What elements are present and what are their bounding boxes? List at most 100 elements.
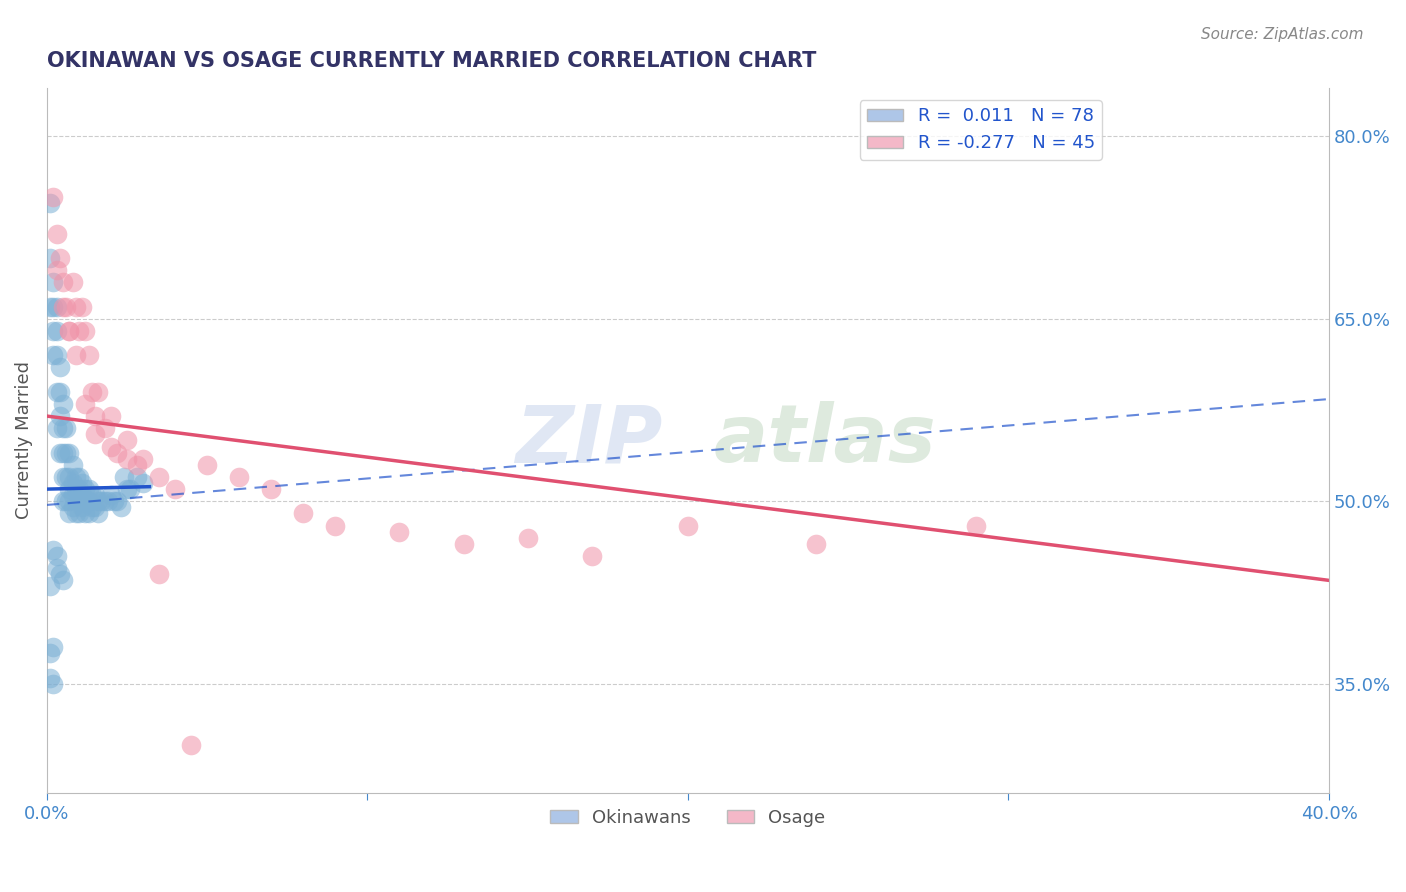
- Point: [45, 549, 67, 563]
- Point: [180, 738, 202, 752]
- Point: [90, 494, 112, 508]
- Point: [70, 488, 93, 502]
- Point: [42, 275, 65, 289]
- Point: [62, 476, 84, 491]
- Point: [100, 488, 122, 502]
- Point: [55, 421, 77, 435]
- Point: [48, 445, 70, 459]
- Point: [55, 300, 77, 314]
- Point: [75, 482, 97, 496]
- Point: [55, 494, 77, 508]
- Point: [62, 458, 84, 472]
- Point: [148, 567, 170, 582]
- Point: [115, 451, 138, 466]
- Text: Source: ZipAtlas.com: Source: ZipAtlas.com: [1201, 27, 1364, 42]
- Point: [292, 507, 315, 521]
- Point: [48, 251, 70, 265]
- Point: [58, 507, 80, 521]
- Point: [52, 470, 75, 484]
- Point: [110, 500, 132, 515]
- Point: [39, 251, 62, 265]
- Point: [107, 494, 129, 508]
- Point: [42, 640, 65, 655]
- Point: [45, 263, 67, 277]
- Point: [65, 507, 87, 521]
- Point: [93, 421, 115, 435]
- Point: [165, 482, 187, 496]
- Point: [58, 470, 80, 484]
- Point: [75, 507, 97, 521]
- Point: [75, 397, 97, 411]
- Text: OKINAWAN VS OSAGE CURRENTLY MARRIED CORRELATION CHART: OKINAWAN VS OSAGE CURRENTLY MARRIED CORR…: [46, 51, 817, 70]
- Point: [132, 451, 155, 466]
- Point: [132, 476, 155, 491]
- Text: ZIP: ZIP: [515, 401, 662, 479]
- Point: [453, 537, 475, 551]
- Point: [77, 482, 100, 496]
- Point: [58, 445, 80, 459]
- Point: [45, 421, 67, 435]
- Point: [55, 445, 77, 459]
- Point: [115, 482, 138, 496]
- Point: [84, 500, 107, 515]
- Point: [77, 494, 100, 508]
- Point: [75, 324, 97, 338]
- Point: [42, 677, 65, 691]
- Point: [804, 537, 827, 551]
- Point: [80, 488, 103, 502]
- Point: [45, 227, 67, 241]
- Point: [42, 348, 65, 362]
- Point: [965, 518, 987, 533]
- Point: [52, 494, 75, 508]
- Point: [39, 196, 62, 211]
- Point: [45, 300, 67, 314]
- Point: [676, 518, 699, 533]
- Point: [48, 384, 70, 399]
- Point: [58, 324, 80, 338]
- Point: [100, 409, 122, 423]
- Point: [52, 300, 75, 314]
- Point: [52, 574, 75, 588]
- Point: [39, 647, 62, 661]
- Point: [42, 324, 65, 338]
- Point: [325, 518, 347, 533]
- Point: [58, 494, 80, 508]
- Point: [45, 348, 67, 362]
- Point: [70, 476, 93, 491]
- Legend: Okinawans, Osage: Okinawans, Osage: [543, 801, 832, 834]
- Point: [58, 324, 80, 338]
- Point: [75, 494, 97, 508]
- Point: [87, 384, 110, 399]
- Point: [45, 384, 67, 399]
- Point: [67, 470, 90, 484]
- Point: [62, 275, 84, 289]
- Point: [42, 190, 65, 204]
- Point: [112, 470, 135, 484]
- Point: [52, 397, 75, 411]
- Point: [65, 348, 87, 362]
- Point: [100, 440, 122, 454]
- Point: [42, 300, 65, 314]
- Point: [45, 561, 67, 575]
- Point: [67, 482, 90, 496]
- Point: [260, 482, 283, 496]
- Point: [70, 300, 93, 314]
- Point: [84, 409, 107, 423]
- Point: [120, 482, 142, 496]
- Point: [48, 360, 70, 375]
- Point: [87, 494, 110, 508]
- Point: [62, 488, 84, 502]
- Point: [93, 494, 115, 508]
- Point: [77, 507, 100, 521]
- Point: [55, 470, 77, 484]
- Point: [103, 494, 125, 508]
- Point: [80, 500, 103, 515]
- Point: [39, 300, 62, 314]
- Text: atlas: atlas: [714, 401, 936, 479]
- Point: [67, 494, 90, 508]
- Point: [125, 470, 148, 484]
- Y-axis label: Currently Married: Currently Married: [15, 361, 32, 519]
- Point: [42, 543, 65, 558]
- Point: [39, 671, 62, 685]
- Point: [67, 507, 90, 521]
